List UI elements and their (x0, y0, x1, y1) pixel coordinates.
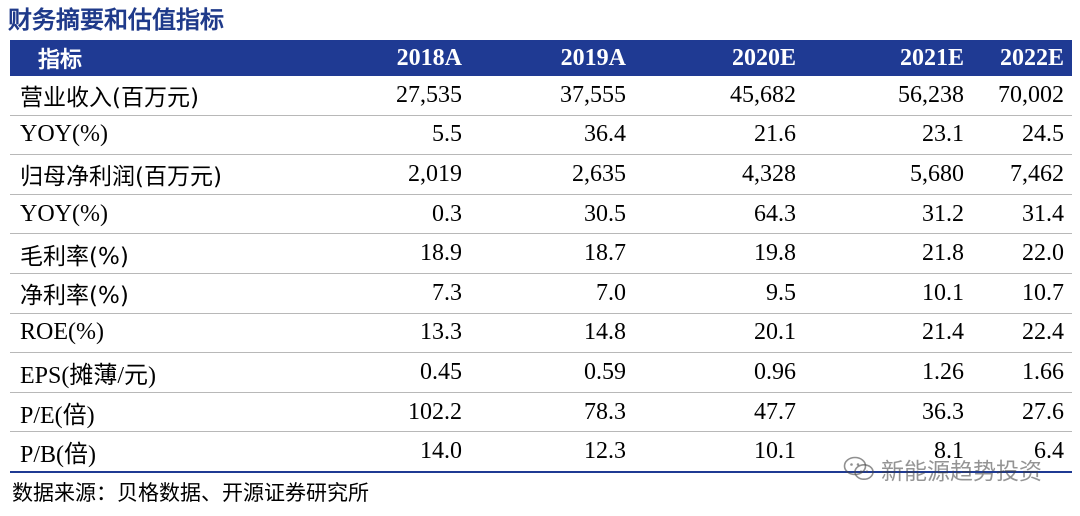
row-label: YOY(%) (20, 200, 108, 227)
header-year: 2021E (804, 40, 972, 76)
cell-value: 7.3 (432, 279, 462, 306)
cell-value: 30.5 (584, 200, 626, 227)
table-row: YOY(%) 0.3 30.5 64.3 31.2 31.4 (10, 194, 1072, 234)
table-row: 营业收入(百万元) 27,535 37,555 45,682 56,238 70… (10, 76, 1072, 116)
cell-value: 20.1 (754, 319, 796, 346)
cell-value: 0.96 (754, 358, 796, 385)
cell-value: 70,002 (998, 81, 1064, 108)
cell-value: 2,635 (572, 160, 626, 187)
cell-value: 78.3 (584, 398, 626, 425)
cell-value: 4,328 (742, 160, 796, 187)
cell-value: 22.4 (1022, 319, 1064, 346)
cell-value: 5.5 (432, 121, 462, 148)
table-row: YOY(%) 5.5 36.4 21.6 23.1 24.5 (10, 115, 1072, 155)
cell-value: 102.2 (408, 398, 462, 425)
cell-value: 14.8 (584, 319, 626, 346)
cell-value: 31.2 (922, 200, 964, 227)
cell-value: 64.3 (754, 200, 796, 227)
cell-value: 36.4 (584, 121, 626, 148)
row-label: 营业收入(百万元) (20, 85, 199, 112)
cell-value: 9.5 (766, 279, 796, 306)
cell-value: 0.3 (432, 200, 462, 227)
header-year: 2018A (338, 40, 470, 76)
cell-value: 10.1 (754, 438, 796, 465)
cell-value: 27,535 (396, 81, 462, 108)
table-header-row: 指标 2018A 2019A 2020E 2021E 2022E (10, 40, 1072, 76)
cell-value: 12.3 (584, 438, 626, 465)
cell-value: 19.8 (754, 240, 796, 267)
financial-summary-table: 指标 2018A 2019A 2020E 2021E 2022E 营业收入(百万… (10, 40, 1072, 473)
cell-value: 56,238 (898, 81, 964, 108)
table-row: ROE(%) 13.3 14.8 20.1 21.4 22.4 (10, 313, 1072, 353)
cell-value: 21.8 (922, 240, 964, 267)
cell-value: 23.1 (922, 121, 964, 148)
row-label: 归母净利润(百万元) (20, 164, 222, 191)
cell-value: 8.1 (934, 438, 964, 465)
header-indicator: 指标 (10, 40, 338, 76)
cell-value: 1.66 (1022, 358, 1064, 385)
row-label: EPS(摊薄/元) (20, 362, 157, 389)
cell-value: 31.4 (1022, 200, 1064, 227)
cell-value: 36.3 (922, 398, 964, 425)
cell-value: 47.7 (754, 398, 796, 425)
cell-value: 18.7 (584, 240, 626, 267)
table-row: EPS(摊薄/元) 0.45 0.59 0.96 1.26 1.66 (10, 353, 1072, 393)
header-year: 2019A (470, 40, 634, 76)
row-label: 净利率(%) (20, 283, 129, 310)
cell-value: 45,682 (730, 81, 796, 108)
table-row: P/B(倍) 14.0 12.3 10.1 8.1 6.4 (10, 432, 1072, 472)
row-label: YOY(%) (20, 121, 108, 148)
cell-value: 24.5 (1022, 121, 1064, 148)
header-year: 2022E (972, 40, 1072, 76)
source-note: 数据来源：贝格数据、开源证券研究所 (12, 481, 369, 505)
table-row: 归母净利润(百万元) 2,019 2,635 4,328 5,680 7,462 (10, 155, 1072, 195)
table-row: 毛利率(%) 18.9 18.7 19.8 21.8 22.0 (10, 234, 1072, 274)
cell-value: 1.26 (922, 358, 964, 385)
cell-value: 21.4 (922, 319, 964, 346)
row-label: ROE(%) (20, 319, 104, 346)
table-row: P/E(倍) 102.2 78.3 47.7 36.3 27.6 (10, 392, 1072, 432)
row-label: P/E(倍) (20, 402, 95, 429)
cell-value: 10.1 (922, 279, 964, 306)
cell-value: 18.9 (420, 240, 462, 267)
row-label: P/B(倍) (20, 442, 97, 469)
cell-value: 0.45 (420, 358, 462, 385)
cell-value: 6.4 (1034, 438, 1064, 465)
cell-value: 14.0 (420, 438, 462, 465)
cell-value: 5,680 (910, 160, 964, 187)
cell-value: 7.0 (596, 279, 626, 306)
cell-value: 22.0 (1022, 240, 1064, 267)
cell-value: 7,462 (1010, 160, 1064, 187)
cell-value: 21.6 (754, 121, 796, 148)
page-title: 财务摘要和估值指标 (8, 6, 224, 34)
table-row: 净利率(%) 7.3 7.0 9.5 10.1 10.7 (10, 273, 1072, 314)
cell-value: 2,019 (408, 160, 462, 187)
cell-value: 13.3 (420, 319, 462, 346)
cell-value: 10.7 (1022, 279, 1064, 306)
header-year: 2020E (634, 40, 804, 76)
row-label: 毛利率(%) (20, 243, 129, 270)
cell-value: 37,555 (560, 81, 626, 108)
cell-value: 27.6 (1022, 398, 1064, 425)
cell-value: 0.59 (584, 358, 626, 385)
